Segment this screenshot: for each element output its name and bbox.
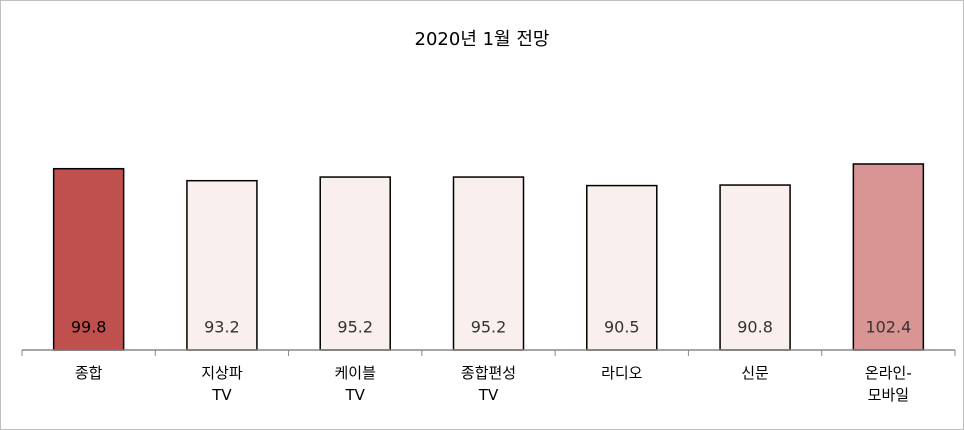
value-label: 93.2 bbox=[204, 318, 240, 337]
value-label: 95.2 bbox=[337, 318, 373, 337]
value-label: 95.2 bbox=[471, 318, 507, 337]
x-tick-label: 온라인- 모바일 bbox=[864, 364, 912, 404]
bar bbox=[586, 184, 658, 351]
x-tick-label: 신문 bbox=[741, 364, 769, 382]
value-label: 102.4 bbox=[865, 318, 911, 337]
x-tick-label: 종합 bbox=[74, 364, 103, 382]
value-label: 90.5 bbox=[604, 318, 640, 337]
chart-title: 2020년 1월 전망 bbox=[415, 29, 550, 50]
value-label: 99.8 bbox=[71, 318, 107, 337]
bar bbox=[719, 184, 791, 351]
x-tick-label: 케이블 TV bbox=[334, 364, 376, 404]
x-tick-label: 라디오 bbox=[601, 364, 643, 382]
x-tick-label: 지상파 TV bbox=[201, 364, 243, 404]
bar bbox=[452, 176, 525, 351]
value-label: 90.8 bbox=[737, 318, 773, 337]
bar bbox=[52, 167, 125, 351]
bar bbox=[319, 176, 391, 351]
bar bbox=[852, 163, 925, 351]
x-tick-label: 종합편성 TV bbox=[460, 364, 517, 404]
bar bbox=[186, 179, 258, 351]
